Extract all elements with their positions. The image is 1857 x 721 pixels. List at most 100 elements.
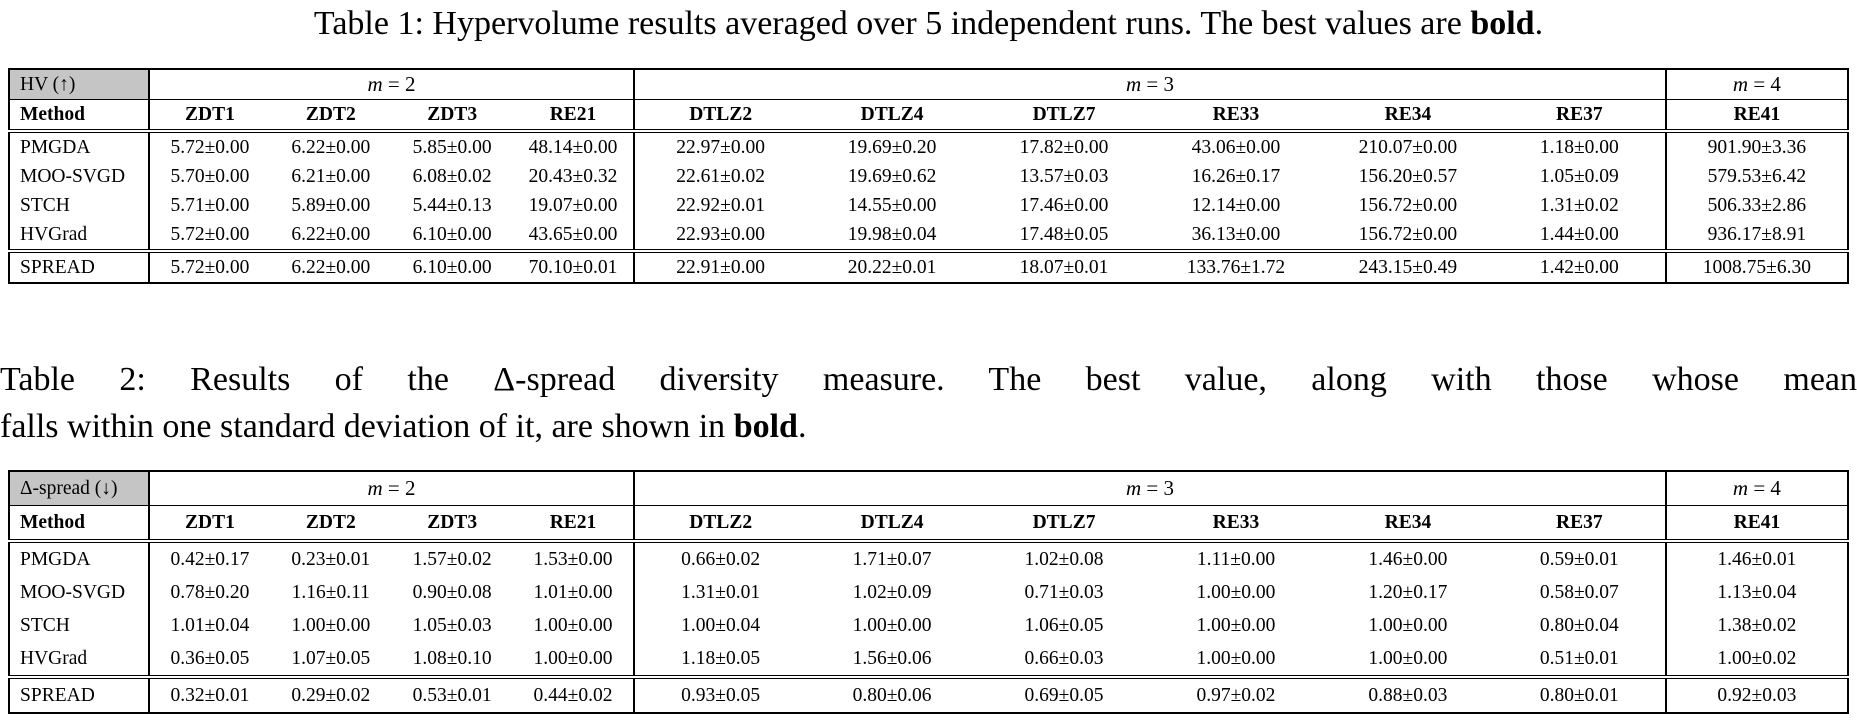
col-header-re37: RE37 [1493,505,1666,543]
col-header-re33: RE33 [1150,99,1322,133]
group-header-m2: m = 2 [147,471,635,506]
value-cell: 20.22±0.01 [806,249,979,283]
method-cell: SPREAD [9,249,149,283]
value-cell: 6.22±0.00 [270,249,392,283]
col-header-zdt1: ZDT1 [147,505,271,543]
value-cell: 1.00±0.00 [533,614,613,636]
value-cell: 0.80±0.01 [1493,675,1666,713]
value-cell: 1.53±0.00 [533,548,613,570]
value-cell: 20.43±0.32 [528,165,618,187]
col-header-zdt1: ZDT1 [147,99,271,133]
value-cell: 1.06±0.05 [1024,614,1104,636]
value-cell: 43.06±0.00 [1191,136,1281,158]
value-cell: 1.00±0.00 [1368,614,1448,636]
col-header-re37: RE37 [1493,99,1666,133]
value-cell: 0.71±0.03 [1024,581,1104,603]
col-header-dtlz2: DTLZ2 [633,505,807,543]
value-cell: 36.13±0.00 [1191,223,1281,245]
value-cell: 0.93±0.05 [633,675,807,713]
value-cell: 13.57±0.03 [1019,165,1109,187]
value-cell: 1.02±0.08 [1024,548,1104,570]
value-cell: 48.14±0.00 [528,136,618,158]
spread-table-column-header-row: Method ZDT1 ZDT2 ZDT3 RE21 DTLZ2 DTLZ4 DTLZ7 RE3… [9,505,1848,543]
math-var: m [367,476,383,500]
col-header-zdt2: ZDT2 [270,505,392,543]
col-header-zdt3: ZDT3 [391,505,513,543]
method-cell: SPREAD [9,675,149,713]
method-cell: MOO-SVGD [20,165,126,187]
value-cell: 17.82±0.00 [1019,136,1109,158]
group-header-m3: m = 3 [633,471,1666,506]
value-cell: 1.00±0.04 [633,609,807,642]
col-header-re41: RE41 [1664,505,1848,543]
value-cell: 0.90±0.08 [412,581,492,603]
col-header-dtlz7: DTLZ7 [978,99,1150,133]
value-cell: 1.00±0.00 [852,614,932,636]
value-cell: 1.11±0.00 [1196,548,1276,570]
value-cell: 0.44±0.02 [512,675,635,713]
col-header-dtlz7: DTLZ7 [978,505,1150,543]
value-cell: 5.72±0.00 [147,131,271,162]
table-row-spread: SPREAD 0.32±0.01 0.29±0.02 0.53±0.01 0.44±0.… [9,675,1848,713]
table-row-hvgrad: HVGrad 5.72±0.00 6.22±0.00 6.10±0.00 43.65±0… [9,220,1848,251]
value-cell: 43.65±0.00 [528,223,618,245]
value-cell: 579.53±6.42 [1664,162,1848,191]
value-cell: 5.89±0.00 [291,194,371,216]
group-header-m4: m = 4 [1664,69,1848,100]
method-cell: HVGrad [20,647,88,669]
value-cell: 506.33±2.86 [1664,191,1848,220]
value-cell: 1.01±0.04 [147,609,271,642]
table2-caption-period: . [797,408,807,445]
value-cell: 901.90±3.36 [1664,131,1848,162]
value-cell: 1.71±0.07 [852,548,932,570]
value-cell: 0.42±0.17 [147,541,271,576]
value-cell: 5.44±0.13 [412,194,492,216]
table2-caption-bold-word: bold [733,408,798,445]
value-cell: 1.02±0.09 [852,581,932,603]
value-cell: 1.05±0.09 [1539,165,1619,187]
value-cell: 22.97±0.00 [633,131,807,162]
hv-table-column-header-row: Method ZDT1 ZDT2 ZDT3 RE21 DTLZ2 DTLZ4 DTLZ7 RE3… [9,99,1848,133]
value-cell: 1.20±0.17 [1368,581,1448,603]
col-header-dtlz4: DTLZ4 [806,99,979,133]
group-header-m2: m = 2 [147,69,635,100]
table2-caption-line1: Table 2: Results of the Δ-spread diversi… [0,361,1857,398]
group-header-m3: m = 3 [633,69,1666,100]
col-header-re34: RE34 [1321,99,1494,133]
table-row-spread: SPREAD 5.72±0.00 6.22±0.00 6.10±0.00 70.10±0… [9,249,1848,283]
value-cell: 22.61±0.02 [633,162,807,191]
table1-caption-bold-word: bold [1470,5,1535,42]
value-cell: 0.23±0.01 [291,548,371,570]
value-cell: 5.71±0.00 [147,191,271,220]
value-cell: 19.07±0.00 [528,194,618,216]
value-cell: 1.18±0.05 [633,642,807,677]
math-var: m [1125,476,1142,500]
value-cell: 19.98±0.04 [847,223,937,245]
value-cell: 0.59±0.01 [1539,548,1619,570]
col-header-dtlz2: DTLZ2 [633,99,807,133]
col-header-re41: RE41 [1664,99,1848,133]
col-header-re34: RE34 [1321,505,1494,543]
value-cell: 156.20±0.57 [1358,165,1458,187]
value-cell: 17.48±0.05 [1019,223,1109,245]
value-cell: 19.69±0.62 [847,165,937,187]
value-cell: 1.00±0.00 [1196,614,1276,636]
value-cell: 0.66±0.02 [633,541,807,576]
value-cell: 0.92±0.03 [1664,675,1848,713]
value-cell: 18.07±0.01 [978,249,1150,283]
value-cell: 0.80±0.04 [1539,614,1619,636]
value-cell: 0.97±0.02 [1150,675,1322,713]
value-cell: 6.08±0.02 [412,165,492,187]
table1-caption-text: Table 1: Hypervolume results averaged ov… [313,5,1471,42]
value-cell: 0.53±0.01 [391,675,513,713]
value-cell: 1.00±0.00 [1196,647,1276,669]
value-cell: 1.46±0.00 [1368,548,1448,570]
table-row-moo-svgd: MOO-SVGD 5.70±0.00 6.21±0.00 6.08±0.02 20.43… [9,162,1848,191]
value-cell: 0.58±0.07 [1539,581,1619,603]
col-header-zdt2: ZDT2 [270,99,392,133]
value-cell: 156.72±0.00 [1358,223,1458,245]
math-var: m [1732,72,1749,96]
value-cell: 19.69±0.20 [847,136,937,158]
value-cell: 0.78±0.20 [147,576,271,609]
value-cell: 1.31±0.01 [633,576,807,609]
